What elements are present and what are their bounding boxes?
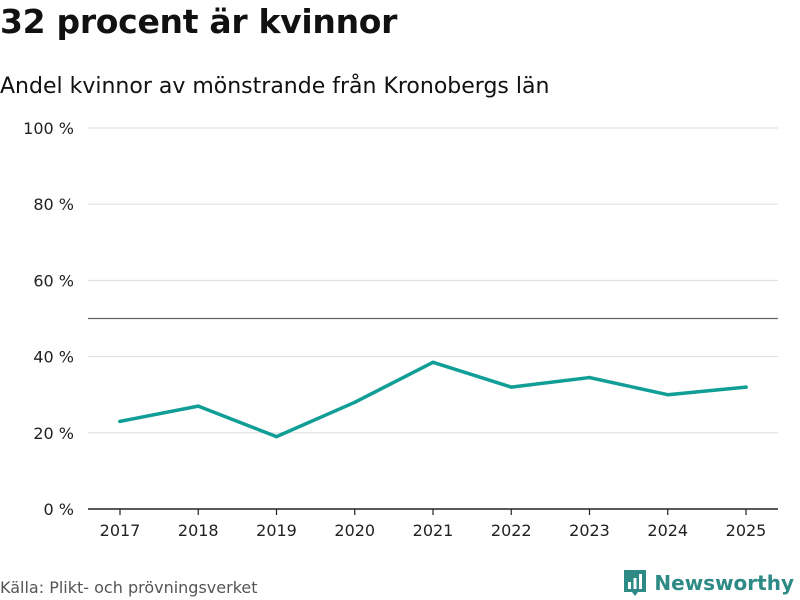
x-tick-label: 2017 xyxy=(100,521,141,540)
data-point xyxy=(666,392,670,397)
brand-name: Newsworthy xyxy=(654,571,794,595)
bar-chart-logo-icon xyxy=(624,570,647,596)
y-tick-label: 0 % xyxy=(44,500,74,519)
y-tick-label: 40 % xyxy=(33,348,74,367)
data-point xyxy=(587,375,592,380)
data-point xyxy=(196,404,200,408)
x-tick-label: 2022 xyxy=(491,521,532,540)
series-layer xyxy=(118,360,748,439)
grid-lines xyxy=(88,127,778,434)
y-tick-label: 80 % xyxy=(33,195,74,214)
data-point xyxy=(118,419,122,424)
x-tick-label: 2019 xyxy=(256,521,297,540)
x-tick-label: 2023 xyxy=(569,521,610,540)
y-tick-label: 60 % xyxy=(33,271,74,290)
x-axis-ticks: 2017 2018 2019 2020 2021 2022 2023 2024 2025 xyxy=(100,509,767,540)
data-point xyxy=(431,360,435,365)
x-tick-label: 2024 xyxy=(647,521,688,540)
x-tick-label: 2018 xyxy=(178,521,219,540)
y-tick-label: 100 % xyxy=(23,119,74,138)
series-line xyxy=(118,360,748,439)
source-note: Källa: Plikt- och prövningsverket xyxy=(0,578,258,597)
x-tick-label: 2021 xyxy=(413,521,454,540)
data-point xyxy=(509,385,513,389)
data-point xyxy=(274,434,279,439)
x-tick-label: 2025 xyxy=(726,521,767,540)
brand-logo: Newsworthy xyxy=(622,568,794,598)
y-axis-ticks: 0 % 20 % 40 % 60 % 80 % 100 % xyxy=(23,119,74,519)
chart-title: 32 procent är kvinnor xyxy=(0,2,398,41)
y-tick-label: 20 % xyxy=(33,424,74,443)
data-point xyxy=(353,400,357,405)
x-tick-label: 2020 xyxy=(334,521,375,540)
data-point xyxy=(744,385,748,389)
chart-subtitle: Andel kvinnor av mönstrande från Kronobe… xyxy=(0,74,550,99)
